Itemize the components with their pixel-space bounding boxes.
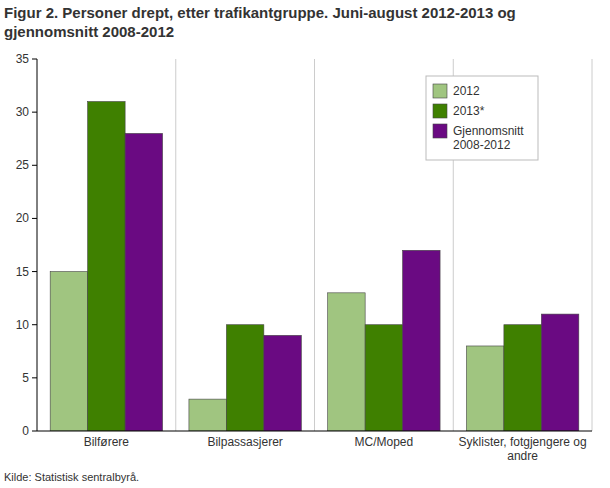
y-tick [32,218,37,219]
text-line: 2012 [453,84,480,98]
text-line: 2013* [453,104,485,118]
bar [264,335,301,431]
x-axis [37,431,592,432]
y-tick [32,165,37,166]
bar [328,293,365,431]
y-tick-label: 30 [16,105,30,119]
y-tick [32,59,37,60]
y-tick [32,377,37,378]
grid-line [175,59,176,431]
text-line: Bilførere [84,435,130,449]
category-label: Bilførere [84,435,130,449]
category-label: Bilpassasjerer [207,435,282,449]
text-line: gjennomsnitt 2008-2012 [4,23,174,40]
y-tick-label: 20 [16,211,30,225]
title: Figur 2. Personer drept, etter trafikant… [4,4,516,40]
legend-box [426,76,538,160]
bars [50,102,579,431]
y-tick [32,112,37,113]
legend-swatch [433,104,447,118]
y-tick [32,324,37,325]
category-label: Syklister, fotgjengere ogandre [459,435,587,463]
y-tick [32,431,37,432]
bar [88,102,125,431]
y-axis [37,59,38,431]
chart: Figur 2. Personer drept, etter trafikant… [0,0,610,488]
y-tick-label: 25 [16,158,30,172]
source: Kilde: Statistisk sentralbyrå. [4,471,139,483]
bar [466,346,503,431]
text-line: Syklister, fotgjengere og [459,435,587,449]
bar [365,325,402,431]
legend-swatch [433,124,447,138]
legend-swatch [433,84,447,98]
bar [125,133,162,431]
grid-line [592,59,593,431]
text-line: Gjennomsnitt [453,124,524,138]
y-tick-label: 0 [22,424,29,438]
text-line: 2008-2012 [453,138,511,152]
bar [541,314,578,431]
bar [226,325,263,431]
text-line: Bilpassasjerer [207,435,282,449]
bar [504,325,541,431]
text-line: Figur 2. Personer drept, etter trafikant… [4,4,516,21]
y-tick-label: 5 [22,371,29,385]
legend-label: Gjennomsnitt2008-2012 [453,124,524,152]
legend-label: 2013* [453,104,485,118]
y-tick-label: 15 [16,265,30,279]
y-tick-label: 10 [16,318,30,332]
text-line: andre [507,449,538,463]
bar [403,250,440,431]
y-tick-label: 35 [16,52,30,66]
y-tick [32,271,37,272]
text-line: MC/Moped [355,435,414,449]
category-label: MC/Moped [355,435,414,449]
grid-line [314,59,315,431]
legend-label: 2012 [453,84,480,98]
bar [50,272,87,431]
bar [189,399,226,431]
